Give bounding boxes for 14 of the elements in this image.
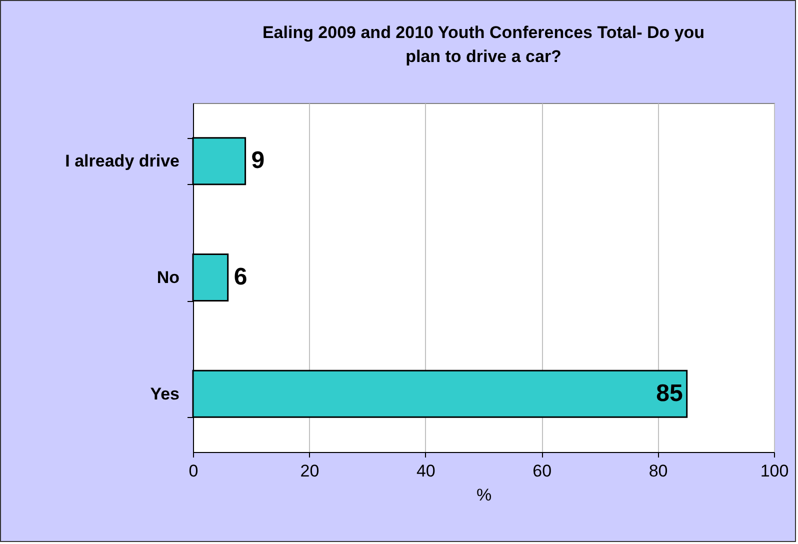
x-tick-label: 20	[300, 462, 320, 480]
y-tick-label: Yes	[150, 384, 180, 404]
data-label: 6	[234, 264, 248, 290]
x-axis-title: %	[476, 486, 492, 504]
data-label: 9	[251, 147, 265, 174]
x-tick-label: 80	[648, 462, 668, 480]
data-label: 85	[656, 380, 683, 407]
chart-title: Ealing 2009 and 2010 Youth Conferences Total- Do you plan to drive a car?	[262, 23, 705, 66]
x-tick-label: 40	[416, 462, 436, 480]
x-tick-label: 100	[760, 462, 789, 480]
x-tick-label: 60	[532, 462, 552, 480]
x-tick-label: 0	[188, 462, 198, 480]
y-tick-label: I already drive	[65, 152, 180, 171]
y-tick-label: No	[156, 268, 180, 287]
